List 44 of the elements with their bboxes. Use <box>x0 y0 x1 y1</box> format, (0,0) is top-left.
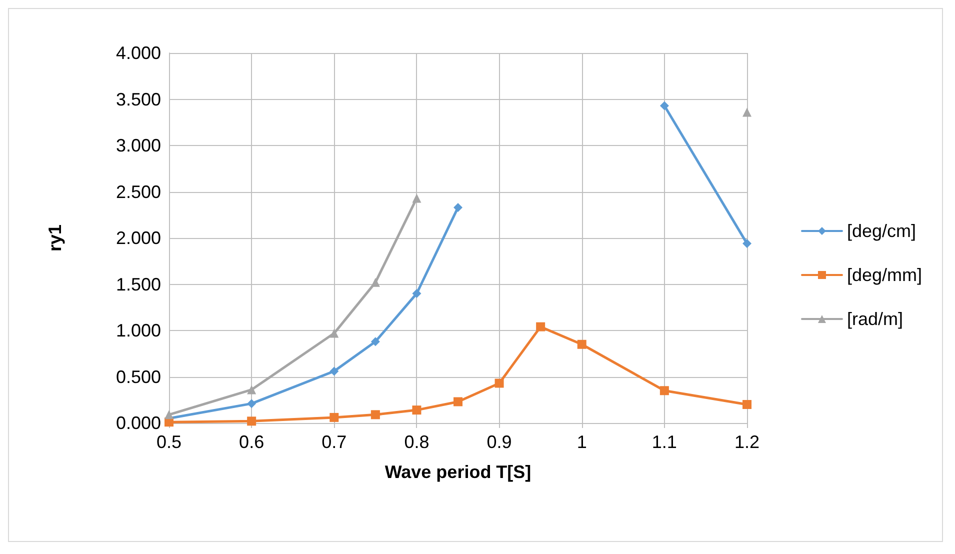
point <box>330 412 339 422</box>
legend-label: [deg/cm] <box>846 221 916 241</box>
y-tick-label: 1.000 <box>116 320 161 340</box>
x-tick-label: 0.5 <box>156 432 182 452</box>
point <box>412 289 422 298</box>
y-tick-label: 2.500 <box>116 182 161 202</box>
x-tick-label: 0.6 <box>239 432 264 452</box>
y-tick-label: 2.000 <box>116 228 161 248</box>
point <box>454 397 462 406</box>
point <box>412 406 422 415</box>
point <box>370 337 380 346</box>
point <box>164 410 174 420</box>
x-axis-title: Wave period T[S] <box>384 462 532 482</box>
point <box>330 366 339 376</box>
x-tick-label: 1.2 <box>734 432 760 452</box>
point <box>247 385 256 394</box>
legend-label: [deg/mm] <box>846 265 922 285</box>
x-tick-label: 1.1 <box>652 432 677 452</box>
y-tick-label: 3.000 <box>116 136 161 156</box>
x-tick-label: 0.8 <box>404 432 430 452</box>
y-tick-label: 0.500 <box>116 366 161 387</box>
point <box>247 399 256 408</box>
point <box>742 108 752 117</box>
x-tick-label: 0.7 <box>322 432 347 452</box>
legend-label: [rad/m] <box>846 309 903 329</box>
point <box>494 378 504 388</box>
y-axis-title: ry1 <box>45 224 65 252</box>
point <box>536 322 546 332</box>
y-tick-label: 4.000 <box>116 43 161 63</box>
point <box>660 101 669 110</box>
point <box>330 328 339 338</box>
point <box>370 410 380 420</box>
point <box>660 386 669 396</box>
y-tick-label: 0.000 <box>116 413 161 433</box>
point <box>412 194 422 203</box>
point <box>454 202 462 212</box>
point <box>577 340 586 349</box>
y-tick-label: 3.500 <box>116 89 161 110</box>
y-tick-label: 1.500 <box>116 274 161 294</box>
point <box>742 400 752 409</box>
x-tick-label: 1 <box>576 432 587 452</box>
point <box>247 416 256 426</box>
x-tick-label: 0.9 <box>486 432 512 452</box>
point <box>742 239 752 248</box>
